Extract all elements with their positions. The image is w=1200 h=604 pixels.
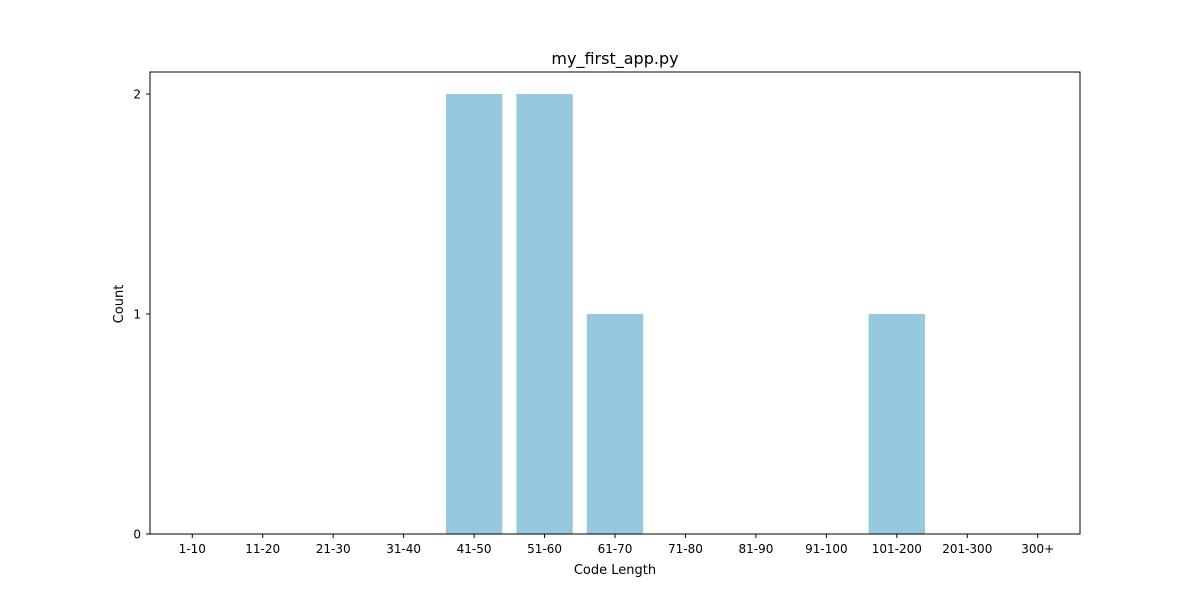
bar-101-200 xyxy=(868,314,925,534)
x-tick-label: 21-30 xyxy=(316,542,351,556)
y-tick-label: 2 xyxy=(133,88,141,102)
y-tick-label: 0 xyxy=(133,528,141,542)
bar-41-50 xyxy=(445,94,503,534)
bars-layer xyxy=(445,94,925,534)
x-tick-label: 31-40 xyxy=(386,542,421,556)
x-ticks-layer: 1-10 11-20 21-30 31-40 41-50 51-60 61-70 71-80 8… xyxy=(179,534,1054,556)
x-tick-label: 101-200 xyxy=(872,542,922,556)
y-ticks-layer: 0 1 2 xyxy=(133,88,150,542)
x-tick-label: 91-100 xyxy=(805,542,848,556)
x-axis-label: Code Length xyxy=(574,563,656,578)
y-tick-label: 1 xyxy=(133,308,141,322)
x-tick-label: 81-90 xyxy=(738,542,773,556)
x-tick-label: 1-10 xyxy=(179,542,206,556)
bar-51-60 xyxy=(516,94,573,534)
x-tick-label: 41-50 xyxy=(457,542,492,556)
x-tick-label: 71-80 xyxy=(668,542,703,556)
x-tick-label: 11-20 xyxy=(245,542,280,556)
x-tick-label: 51-60 xyxy=(527,542,562,556)
plot-frame xyxy=(149,71,1081,535)
x-tick-label: 300+ xyxy=(1021,542,1054,556)
y-axis-label: Count xyxy=(112,285,127,324)
x-tick-label: 201-300 xyxy=(942,542,992,556)
bar-61-70 xyxy=(586,314,644,534)
chart-title: my_first_app.py xyxy=(551,49,678,69)
x-tick-label: 61-70 xyxy=(598,542,633,556)
